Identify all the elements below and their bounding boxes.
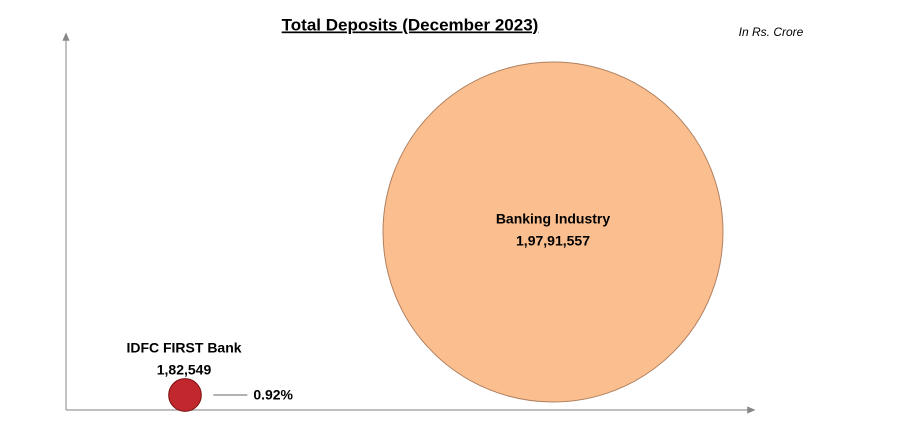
annotation: 0.92%	[253, 387, 293, 403]
bubble	[168, 378, 202, 412]
unit-note: In Rs. Crore	[739, 25, 804, 39]
bubble	[382, 61, 724, 403]
category-label: Banking Industry	[496, 211, 611, 227]
category-label: IDFC FIRST Bank	[126, 340, 241, 356]
value-label: 1,82,549	[157, 362, 212, 378]
value-label: 1,97,91,557	[516, 233, 590, 249]
chart-title: Total Deposits (December 2023)	[282, 15, 539, 34]
